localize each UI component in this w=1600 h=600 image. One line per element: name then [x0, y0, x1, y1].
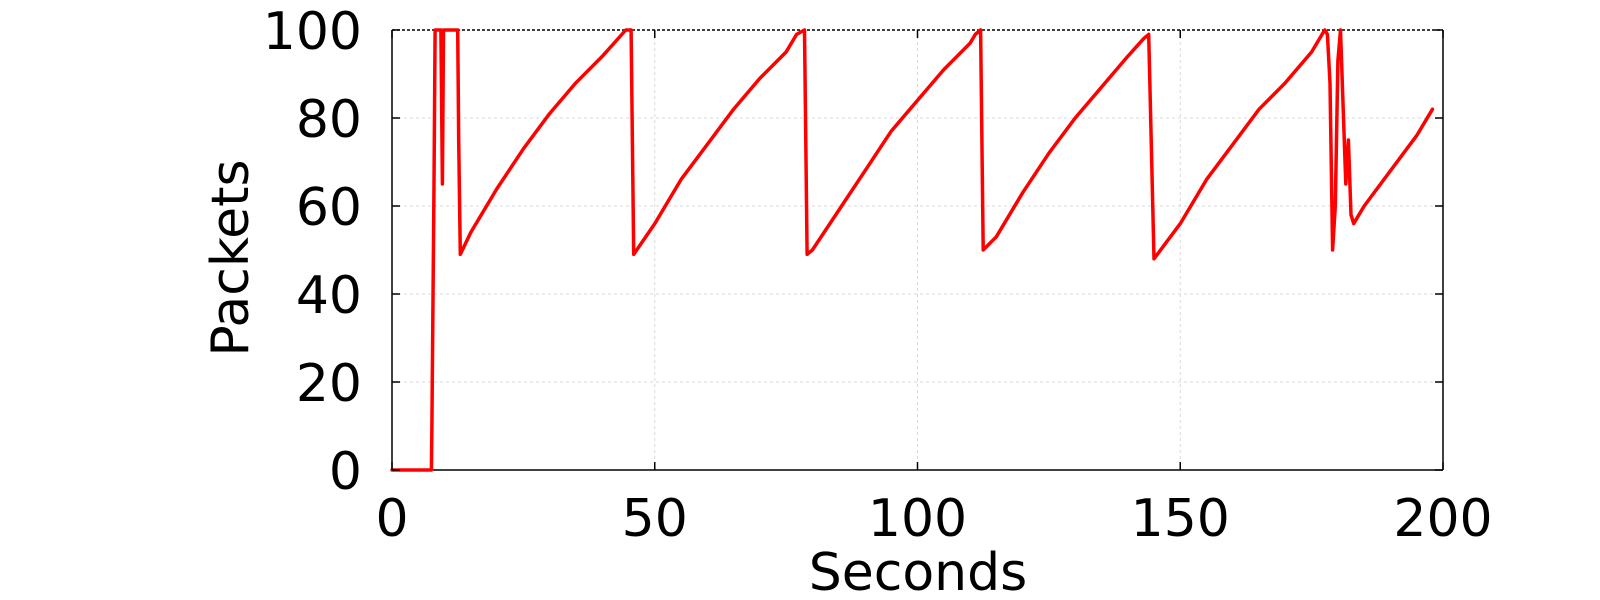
y-tick-label: 100 — [263, 2, 362, 62]
x-tick-label: 0 — [375, 489, 408, 549]
y-tick-label: 0 — [329, 442, 362, 502]
x-tick-label: 100 — [868, 489, 967, 549]
x-tick-label: 150 — [1131, 489, 1230, 549]
tick-layer: 0 20 40 60 80 100 0 50 100 150 200 — [263, 2, 1493, 549]
x-tick-label: 200 — [1393, 489, 1492, 549]
series-line-packets — [390, 28, 1435, 472]
y-tick-label: 40 — [296, 266, 362, 326]
y-tick-label: 80 — [296, 90, 362, 150]
grid-layer — [392, 30, 1443, 470]
x-axis-title: Seconds — [809, 543, 1027, 600]
series-layer — [390, 28, 1435, 472]
y-tick-label: 20 — [296, 354, 362, 414]
y-tick-label: 60 — [296, 178, 362, 238]
x-tick-label: 50 — [622, 489, 688, 549]
y-axis-title: Packets — [201, 159, 261, 356]
